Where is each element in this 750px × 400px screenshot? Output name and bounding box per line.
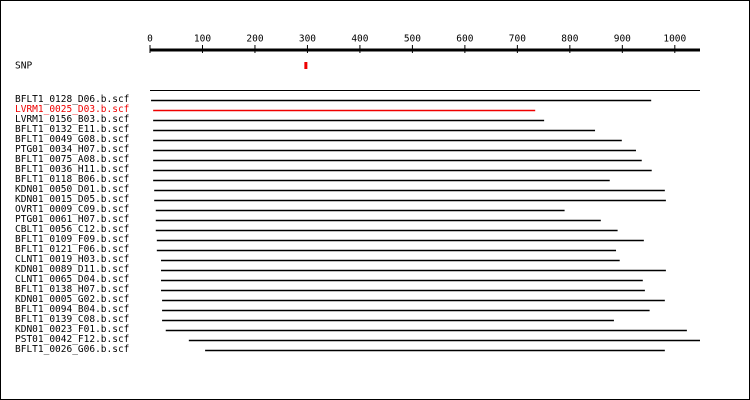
x-tick-label: 600	[456, 34, 473, 45]
read-name: BFLT1_0036_H11.b.scf	[15, 164, 129, 175]
read-name: OVRT1_0009_C09.b.scf	[15, 204, 129, 215]
x-tick-label: 800	[561, 34, 578, 45]
read-name: BFLT1_0138_H07.b.scf	[15, 284, 129, 295]
read-name: PTG01_0061_H07.b.scf	[15, 214, 129, 225]
snp-label: SNP	[15, 61, 32, 72]
read-name: KDN01_0005_G02.b.scf	[15, 294, 129, 305]
read-name: BFLT1_0118_B06.b.scf	[15, 174, 129, 185]
x-tick-label: 1000	[663, 34, 686, 45]
x-tick-label: 400	[351, 34, 368, 45]
read-name: BFLT1_0094_B04.b.scf	[15, 304, 129, 315]
read-name: PTG01_0034_H07.b.scf	[15, 144, 129, 155]
read-name: BFLT1_0139_C08.b.scf	[15, 314, 129, 325]
read-name: CLNT1_0019_H03.b.scf	[15, 254, 129, 265]
read-name: LVRM1_0156_B03.b.scf	[15, 114, 129, 125]
x-tick-label: 0	[147, 34, 153, 45]
read-name: BFLT1_0109_F09.b.scf	[15, 234, 129, 245]
x-tick-label: 900	[614, 34, 631, 45]
x-tick-label: 500	[404, 34, 421, 45]
x-tick-label: 300	[299, 34, 316, 45]
x-tick-label: 200	[246, 34, 263, 45]
read-name: LVRM1_0025_D03.b.scf	[15, 104, 129, 115]
snp-mark	[304, 62, 308, 69]
read-name: BFLT1_0121_F06.b.scf	[15, 244, 129, 255]
read-name: BFLT1_0128_D06.b.scf	[15, 94, 129, 105]
read-name: BFLT1_0075_A08.b.scf	[15, 154, 129, 165]
x-tick-label: 100	[194, 34, 211, 45]
read-name: PST01_0042_F12.b.scf	[15, 334, 129, 345]
read-name: KDN01_0023_F01.b.scf	[15, 324, 129, 335]
read-name: BFLT1_0026_G06.b.scf	[15, 344, 129, 355]
read-name: KDN01_0050_D01.b.scf	[15, 184, 129, 195]
read-name: CLNT1_0065_D04.b.scf	[15, 274, 129, 285]
read-name: BFLT1_0132_E11.b.scf	[15, 124, 129, 135]
read-name: BFLT1_0049_G08.b.scf	[15, 134, 129, 145]
read-name: KDN01_0015_D05.b.scf	[15, 194, 129, 205]
read-name: CBLT1_0056_C12.b.scf	[15, 224, 129, 235]
x-tick-label: 700	[509, 34, 526, 45]
read-name: KDN01_0089_D11.b.scf	[15, 264, 129, 275]
